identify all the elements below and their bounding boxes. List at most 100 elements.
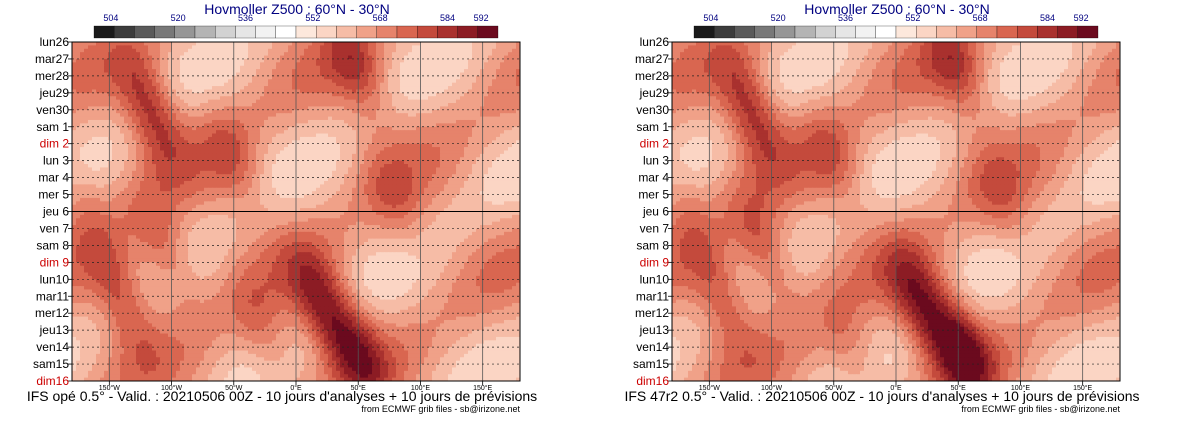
colorbar-cell — [875, 25, 897, 39]
colorbar-tick-label: 536 — [238, 13, 253, 23]
day-label: lun 3 — [643, 154, 669, 168]
hovmoller-chart-47r2: Hovmoller Z500 : 60°N - 30°N 504 520 536 552… — [624, 1, 1139, 414]
hovmoller-panel-ope: Hovmoller Z500 : 60°N - 30°N 504 520 536 552… — [27, 1, 537, 414]
colorbar-cell — [855, 25, 876, 39]
day-label: ven14 — [36, 340, 69, 354]
day-label: mar27 — [635, 52, 669, 66]
day-label: ven30 — [636, 103, 669, 117]
day-label: mer 5 — [38, 188, 69, 202]
colorbar-cell — [457, 25, 478, 39]
colorbar-tick-label: 592 — [1074, 13, 1089, 23]
day-label: mer 5 — [638, 188, 669, 202]
day-label: sam 1 — [636, 120, 669, 134]
day-label: mer28 — [635, 69, 669, 83]
x-tick-label: 50°E — [951, 384, 967, 392]
colorbar-cell — [336, 25, 357, 39]
x-tick-label: 100°W — [761, 384, 782, 392]
day-label: jeu 6 — [42, 205, 69, 219]
colorbar-cell — [714, 25, 735, 39]
day-label: lun 3 — [43, 154, 69, 168]
colorbar-cell — [1077, 25, 1099, 39]
colorbar-cell — [1017, 25, 1038, 39]
day-label: ven 7 — [640, 221, 670, 235]
colorbar-cell — [936, 25, 957, 39]
colorbar-cell — [976, 25, 998, 39]
day-label: mer28 — [35, 69, 69, 83]
colorbar-cell — [996, 25, 1018, 39]
plot-frame — [671, 41, 1121, 382]
colorbar-cell — [895, 25, 917, 39]
day-label: ven30 — [36, 103, 69, 117]
day-label: sam 1 — [36, 120, 69, 134]
colorbar-cell — [916, 25, 937, 39]
x-tick-label: 50°W — [825, 384, 843, 392]
x-tick-label: 50°E — [351, 384, 367, 392]
colorbar-cell — [693, 25, 715, 39]
day-label: lun10 — [40, 272, 70, 286]
colorbar-tick-label: 568 — [973, 13, 988, 23]
day-label: jeu29 — [39, 86, 70, 100]
day-label: jeu 6 — [642, 205, 669, 219]
day-label: mar 4 — [638, 171, 669, 185]
colorbar-cell — [774, 25, 796, 39]
day-label: ven14 — [636, 340, 669, 354]
colorbar-cell — [734, 25, 755, 39]
day-label: sam15 — [33, 357, 69, 371]
colorbar-tick-label: 520 — [771, 13, 786, 23]
colorbar-tick-label: 584 — [1040, 13, 1055, 23]
day-label: dim 2 — [640, 137, 670, 151]
colorbar-cell — [295, 25, 317, 39]
day-label: dim16 — [36, 374, 69, 388]
colorbar-cell — [215, 25, 236, 39]
colorbar-cell — [114, 25, 135, 39]
colorbar-tick-label: 568 — [373, 13, 388, 23]
colorbar-cell — [154, 25, 175, 39]
credit-text: from ECMWF grib files - sb@irizone.net — [361, 404, 520, 414]
heatmap-field — [672, 42, 1120, 381]
colorbar-cell — [477, 25, 499, 39]
day-label: mar 4 — [38, 171, 69, 185]
footer-caption: IFS 47r2 0.5° - Valid. : 20210506 00Z - … — [624, 388, 1139, 404]
x-tick-label: 100°E — [411, 384, 430, 392]
day-label: mar11 — [36, 289, 69, 303]
colorbar-cell — [235, 25, 256, 39]
day-label: sam15 — [633, 357, 669, 371]
x-tick-label: 150°W — [99, 384, 120, 392]
chart-title: Hovmoller Z500 : 60°N - 30°N — [204, 1, 390, 17]
colorbar-cell — [417, 25, 438, 39]
x-tick-label: 150°E — [1073, 384, 1092, 392]
plot-frame — [71, 41, 521, 382]
day-label: sam 8 — [636, 238, 669, 252]
colorbar-cell — [356, 25, 377, 39]
colorbar-cell — [1037, 25, 1058, 39]
x-tick-label: 0°E — [890, 384, 902, 392]
day-label: mer12 — [635, 306, 669, 320]
chart-title: Hovmoller Z500 : 60°N - 30°N — [804, 1, 990, 17]
day-label: dim 9 — [40, 255, 70, 269]
credit-text: from ECMWF grib files - sb@irizone.net — [961, 404, 1120, 414]
day-label: mer12 — [35, 306, 69, 320]
colorbar-tick-label: 552 — [905, 13, 920, 23]
colorbar-cell — [1057, 25, 1078, 39]
day-label: jeu13 — [39, 323, 70, 337]
colorbar-cell — [437, 25, 458, 39]
colorbar-cell — [316, 25, 337, 39]
colorbar-cell — [794, 25, 816, 39]
x-tick-label: 50°W — [225, 384, 243, 392]
hovmoller-chart-ope: Hovmoller Z500 : 60°N - 30°N 504 520 536 552… — [27, 1, 537, 414]
colorbar-cell — [194, 25, 216, 39]
x-tick-label: 0°E — [290, 384, 302, 392]
x-tick-label: 100°E — [1011, 384, 1030, 392]
colorbar-tick-label: 504 — [703, 13, 718, 23]
colorbar-cell — [396, 25, 418, 39]
footer-caption: IFS opé 0.5° - Valid. : 20210506 00Z - 1… — [27, 388, 537, 404]
colorbar-cell — [956, 25, 977, 39]
colorbar-cell — [93, 25, 115, 39]
day-label: dim16 — [636, 374, 669, 388]
colorbar-cell — [174, 25, 196, 39]
day-label: sam 8 — [36, 238, 69, 252]
colorbar-tick-label: 504 — [103, 13, 118, 23]
day-label: lun26 — [640, 35, 670, 49]
day-label: ven 7 — [40, 221, 70, 235]
day-label: lun10 — [640, 272, 670, 286]
